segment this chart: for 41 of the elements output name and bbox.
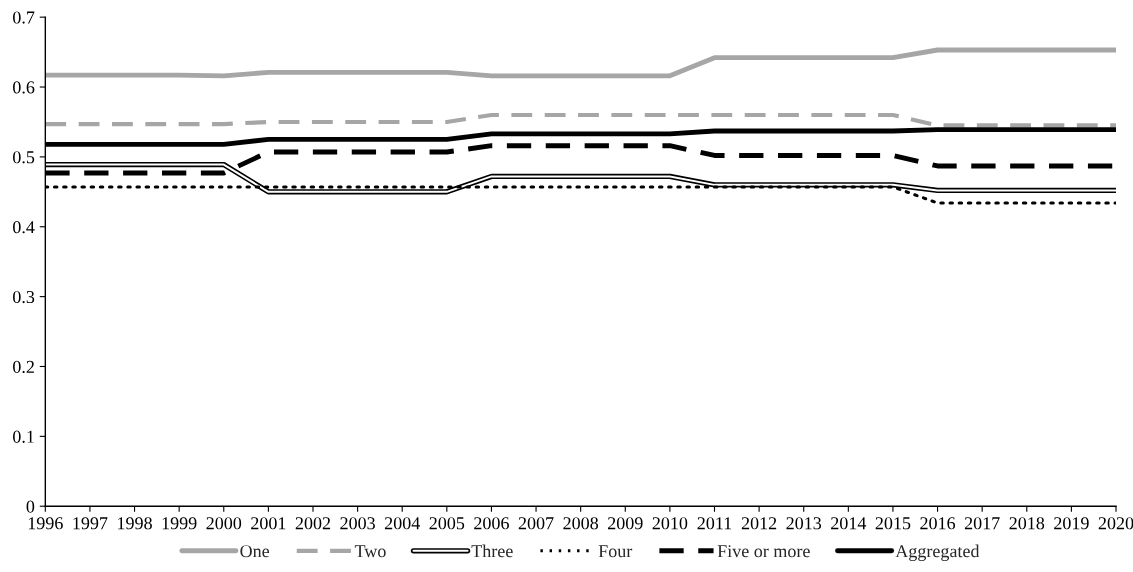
y-tick-label: 0.5 [13,151,35,164]
y-tick-label: 0.7 [13,11,35,24]
x-tick-label: 2008 [563,517,599,530]
y-tick-label: 0.1 [13,430,34,443]
x-tick-label: 2010 [652,517,688,530]
legend-label: Aggregated [895,544,980,562]
x-tick-label: 2007 [518,517,554,530]
x-tick-label: 2002 [295,517,331,530]
x-tick-label: 2006 [474,517,509,530]
x-tick-label: 2014 [831,517,867,530]
x-tick-label: 2016 [920,517,956,530]
y-tick-label: 0.2 [13,360,34,374]
x-tick-label: 1997 [73,517,108,530]
x-tick-label: 2018 [1009,517,1045,530]
x-tick-label: 2013 [786,517,822,530]
x-tick-label: 2015 [875,517,911,530]
legend-label: Five or more [717,545,810,558]
legend-label: One [240,545,270,558]
y-tick-label: 0 [26,500,35,513]
y-tick-label: 0.6 [13,81,35,94]
x-tick-label: 2017 [964,517,1000,530]
y-tick-label: 0.4 [13,221,35,234]
y-tick-label: 0.3 [13,290,35,304]
x-tick-label: 2001 [251,517,286,530]
legend-label: Three [471,544,513,558]
x-tick-label: 2012 [741,517,777,530]
legend-label: Two [354,545,386,558]
line-series [45,47,1116,79]
x-tick-label: 2003 [340,517,375,530]
x-tick-label: 2004 [384,517,420,530]
line-series [45,112,1116,128]
x-tick-label: 2000 [206,517,242,530]
x-tick-label: 1998 [118,517,152,530]
x-tick-label: 2005 [429,517,465,530]
x-tick-label: 1999 [162,517,197,530]
x-tick-label: 2011 [697,517,732,530]
x-tick-label: 1996 [28,517,63,530]
x-tick-label: 2020 [1098,517,1133,530]
legend-label: Four [598,545,633,558]
x-tick-label: 2009 [608,517,643,530]
x-tick-label: 2019 [1054,517,1089,530]
